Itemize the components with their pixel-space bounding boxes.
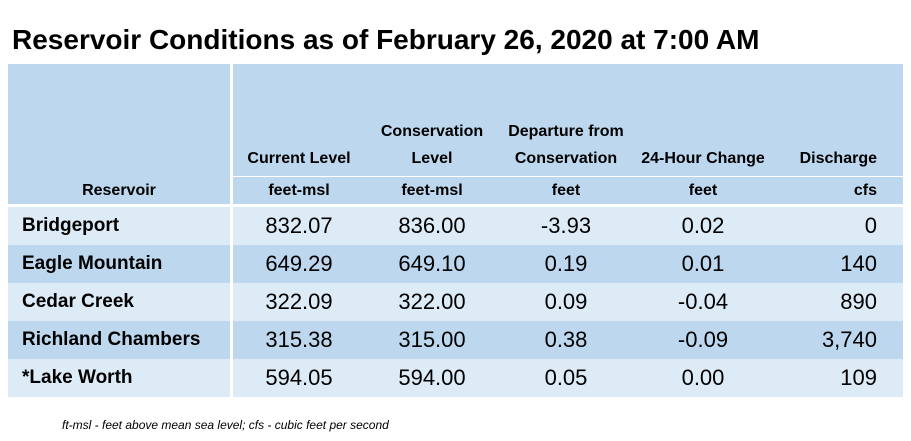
table-row: *Lake Worth 594.05 594.00 0.05 0.00 109 xyxy=(8,359,903,397)
discharge: 3,740 xyxy=(773,321,903,359)
conservation-level: 322.00 xyxy=(365,283,499,321)
24-hour-change: 0.01 xyxy=(633,245,773,283)
column-header-discharge: Discharge xyxy=(773,64,903,177)
reservoir-name: Eagle Mountain xyxy=(8,245,233,283)
current-level: 322.09 xyxy=(233,283,365,321)
conservation-level: 836.00 xyxy=(365,207,499,245)
column-header-24-hour-change: 24-Hour Change xyxy=(633,64,773,177)
current-level: 594.05 xyxy=(233,359,365,397)
current-level: 649.29 xyxy=(233,245,365,283)
departure: 0.38 xyxy=(499,321,633,359)
conservation-level: 649.10 xyxy=(365,245,499,283)
header-label-row: Reservoir Current Level Conservation Lev… xyxy=(8,64,903,207)
unit-24-hour-change: feet xyxy=(633,177,773,207)
24-hour-change: 0.02 xyxy=(633,207,773,245)
conservation-level: 315.00 xyxy=(365,321,499,359)
footnote: ft-msl - feet above mean sea level; cfs … xyxy=(62,418,389,432)
departure: 0.19 xyxy=(499,245,633,283)
departure: 0.09 xyxy=(499,283,633,321)
24-hour-change: 0.00 xyxy=(633,359,773,397)
discharge: 0 xyxy=(773,207,903,245)
discharge: 890 xyxy=(773,283,903,321)
discharge: 109 xyxy=(773,359,903,397)
conservation-level: 594.00 xyxy=(365,359,499,397)
column-header-conservation-level: Conservation Level xyxy=(365,64,499,177)
unit-conservation-level: feet-msl xyxy=(365,177,499,207)
unit-departure: feet xyxy=(499,177,633,207)
table-row: Bridgeport 832.07 836.00 -3.93 0.02 0 xyxy=(8,207,903,245)
table-row: Cedar Creek 322.09 322.00 0.09 -0.04 890 xyxy=(8,283,903,321)
column-header-current-level: Current Level xyxy=(233,64,365,177)
discharge: 140 xyxy=(773,245,903,283)
24-hour-change: -0.04 xyxy=(633,283,773,321)
reservoir-name: Richland Chambers xyxy=(8,321,233,359)
current-level: 832.07 xyxy=(233,207,365,245)
24-hour-change: -0.09 xyxy=(633,321,773,359)
reservoir-name: Cedar Creek xyxy=(8,283,233,321)
reservoir-table: Reservoir Current Level Conservation Lev… xyxy=(8,64,903,397)
column-header-departure: Departure from Conservation xyxy=(499,64,633,177)
current-level: 315.38 xyxy=(233,321,365,359)
unit-current-level: feet-msl xyxy=(233,177,365,207)
table-row: Richland Chambers 315.38 315.00 0.38 -0.… xyxy=(8,321,903,359)
reservoir-name: Bridgeport xyxy=(8,207,233,245)
table-row: Eagle Mountain 649.29 649.10 0.19 0.01 1… xyxy=(8,245,903,283)
unit-discharge: cfs xyxy=(773,177,903,207)
departure: 0.05 xyxy=(499,359,633,397)
header-unit-row: feet-msl feet-msl feet feet cfs xyxy=(8,177,903,207)
departure: -3.93 xyxy=(499,207,633,245)
page-title: Reservoir Conditions as of February 26, … xyxy=(12,24,760,55)
column-header-reservoir: Reservoir xyxy=(8,64,233,207)
reservoir-name: *Lake Worth xyxy=(8,359,233,397)
